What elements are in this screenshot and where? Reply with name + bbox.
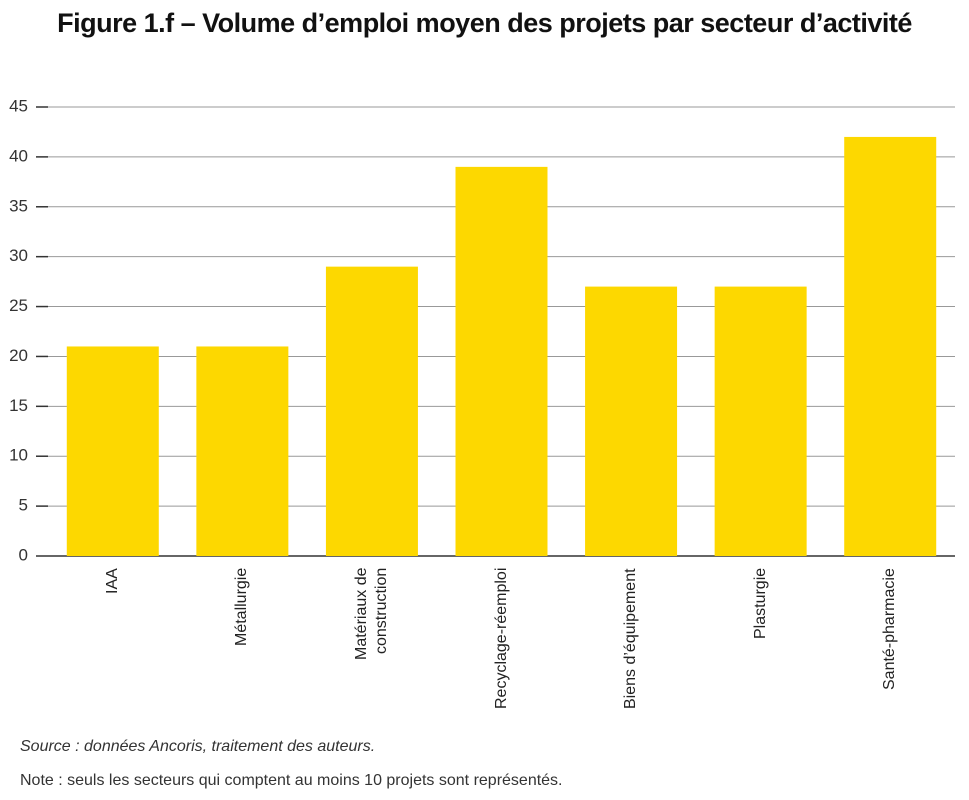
x-tick-label: Biens d’équipement <box>622 568 640 709</box>
x-tick-label: Recyclage-réemploi <box>492 568 510 710</box>
source: Source : données Ancoris, traitement des… <box>20 738 376 755</box>
y-tick-label: 40 <box>9 146 28 165</box>
bar <box>196 346 289 556</box>
y-tick-label: 35 <box>9 196 28 215</box>
y-tick-label: 15 <box>9 396 28 415</box>
bar <box>585 286 678 556</box>
note: Note : seuls les secteurs qui comptent a… <box>20 772 563 789</box>
x-tick-label: Plasturgie <box>751 568 769 640</box>
y-tick-label: 20 <box>9 346 28 365</box>
x-tick-label: Métallurgie <box>233 568 251 647</box>
y-tick-label: 10 <box>9 446 28 465</box>
bar <box>714 286 807 556</box>
y-tick-label: 5 <box>19 496 28 515</box>
y-tick-label: 25 <box>9 296 28 315</box>
x-tick-label: Matériaux de construction <box>352 568 390 661</box>
y-tick-label: 45 <box>9 96 28 115</box>
chart-title: Figure 1.f – Volume d’emploi moyen des p… <box>57 8 912 38</box>
bar <box>844 136 937 556</box>
y-tick-label: 0 <box>19 545 28 564</box>
x-tick-label: IAA <box>103 568 121 594</box>
bar <box>325 266 418 556</box>
y-tick-label: 30 <box>9 246 28 265</box>
bar <box>455 166 548 556</box>
x-tick-label: Santé-pharmacie <box>881 568 899 690</box>
bar <box>66 346 159 556</box>
